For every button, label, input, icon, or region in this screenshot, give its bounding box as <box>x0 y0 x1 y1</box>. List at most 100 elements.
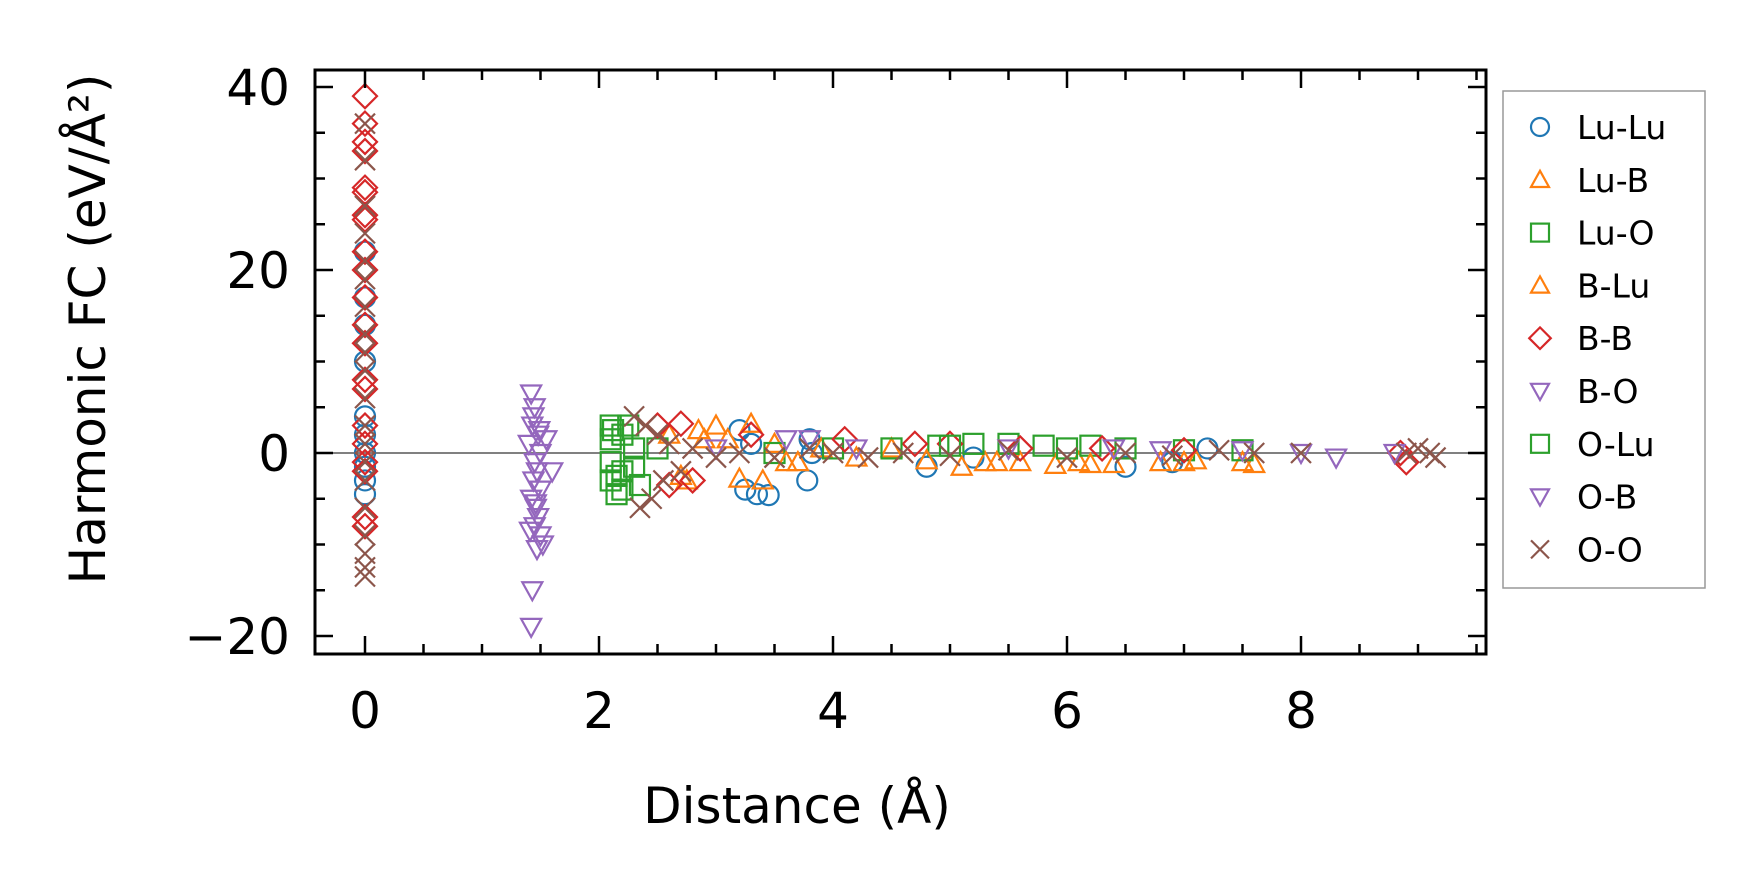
data-point <box>996 439 1021 461</box>
legend-marker <box>1529 222 1551 243</box>
data-point <box>351 256 379 284</box>
data-point <box>351 283 379 312</box>
data-point <box>1101 439 1126 461</box>
data-point <box>763 446 786 469</box>
y-tick-label: 0 <box>258 425 290 483</box>
data-point <box>704 439 728 461</box>
plot-area <box>315 82 1486 640</box>
data-point <box>1101 451 1126 474</box>
legend-entry: O-O <box>1530 530 1643 569</box>
data-point <box>354 414 376 437</box>
legend-entry: Lu-O <box>1529 214 1655 253</box>
data-point <box>1424 446 1447 469</box>
x-tick-label: 2 <box>583 682 615 740</box>
data-point <box>351 206 379 234</box>
data-point <box>901 430 929 458</box>
legend-label: Lu-Lu <box>1577 108 1666 147</box>
axis-labels: Distance (Å) Harmonic FC (eV/Å²) <box>59 74 951 835</box>
data-point <box>354 341 376 364</box>
plot-frame <box>313 68 1488 656</box>
data-point <box>927 434 950 457</box>
data-point <box>822 442 844 464</box>
data-point <box>1114 442 1137 464</box>
data-point <box>914 448 939 470</box>
data-point <box>1032 434 1055 457</box>
data-point <box>797 430 822 452</box>
data-point <box>745 483 769 506</box>
data-point <box>523 494 548 516</box>
data-point <box>1078 451 1103 474</box>
axes: 0 2 4 6 8 −20 0 20 40 <box>184 59 1488 740</box>
data-point <box>611 460 634 483</box>
data-point <box>704 413 728 435</box>
data-point <box>354 250 376 272</box>
data-point <box>351 411 379 440</box>
data-point <box>880 437 903 460</box>
data-point <box>1395 442 1418 464</box>
data-point <box>681 437 704 460</box>
data-point <box>1382 443 1407 466</box>
data-point <box>667 410 695 438</box>
data-point <box>354 195 376 217</box>
data-point <box>351 448 379 476</box>
data-point <box>892 442 914 464</box>
data-point <box>737 421 765 449</box>
x-tick-label: 0 <box>349 682 381 740</box>
data-point <box>617 414 640 437</box>
data-point <box>351 503 379 531</box>
data-point <box>354 497 376 519</box>
data-point <box>351 137 379 165</box>
data-point <box>351 430 379 458</box>
data-point <box>540 462 565 484</box>
legend-label: O-Lu <box>1577 425 1655 464</box>
data-point <box>915 455 938 478</box>
data-point <box>519 384 544 406</box>
legend-label: O-O <box>1577 530 1643 569</box>
data-point <box>1161 451 1184 474</box>
data-point <box>353 286 377 309</box>
data-point <box>354 387 376 409</box>
data-point <box>1056 446 1078 469</box>
data-point <box>857 446 879 469</box>
data-point <box>1148 441 1173 463</box>
legend-label: B-B <box>1577 319 1633 358</box>
data-point <box>1243 442 1265 464</box>
data-point <box>1172 439 1196 462</box>
legend-marker <box>1530 539 1550 560</box>
data-point <box>601 419 625 442</box>
data-point <box>354 565 376 588</box>
legend-frame <box>1502 90 1706 589</box>
data-point <box>351 512 379 540</box>
x-axis-label: Distance (Å) <box>643 777 951 835</box>
data-point <box>1066 449 1091 472</box>
data-point <box>354 433 376 455</box>
data-point <box>1407 437 1429 460</box>
data-point <box>635 414 657 437</box>
legend-marker <box>1529 168 1551 189</box>
legend-marker <box>1529 433 1551 454</box>
series-lu-lu <box>353 240 1219 507</box>
legend-label: B-O <box>1577 372 1638 411</box>
data-point <box>354 323 376 345</box>
legend-entry: B-O <box>1529 372 1638 411</box>
data-point <box>521 407 546 429</box>
data-point <box>1055 437 1079 460</box>
data-point <box>530 535 555 557</box>
legend-marker <box>1529 382 1551 403</box>
series-o-o <box>354 112 1447 588</box>
legend-marker <box>1529 274 1551 294</box>
legend-entry: O-B <box>1529 478 1637 517</box>
data-point <box>831 425 859 453</box>
legend-label: B-Lu <box>1577 266 1650 305</box>
data-point <box>354 556 376 579</box>
data-point <box>351 375 379 403</box>
data-point <box>774 430 799 452</box>
data-point <box>655 471 683 499</box>
legend-marker <box>1529 488 1551 508</box>
data-point <box>640 487 663 510</box>
data-point <box>351 329 379 357</box>
data-point <box>1006 434 1034 462</box>
data-point <box>973 449 997 472</box>
data-point <box>351 82 379 110</box>
data-point <box>939 444 961 467</box>
